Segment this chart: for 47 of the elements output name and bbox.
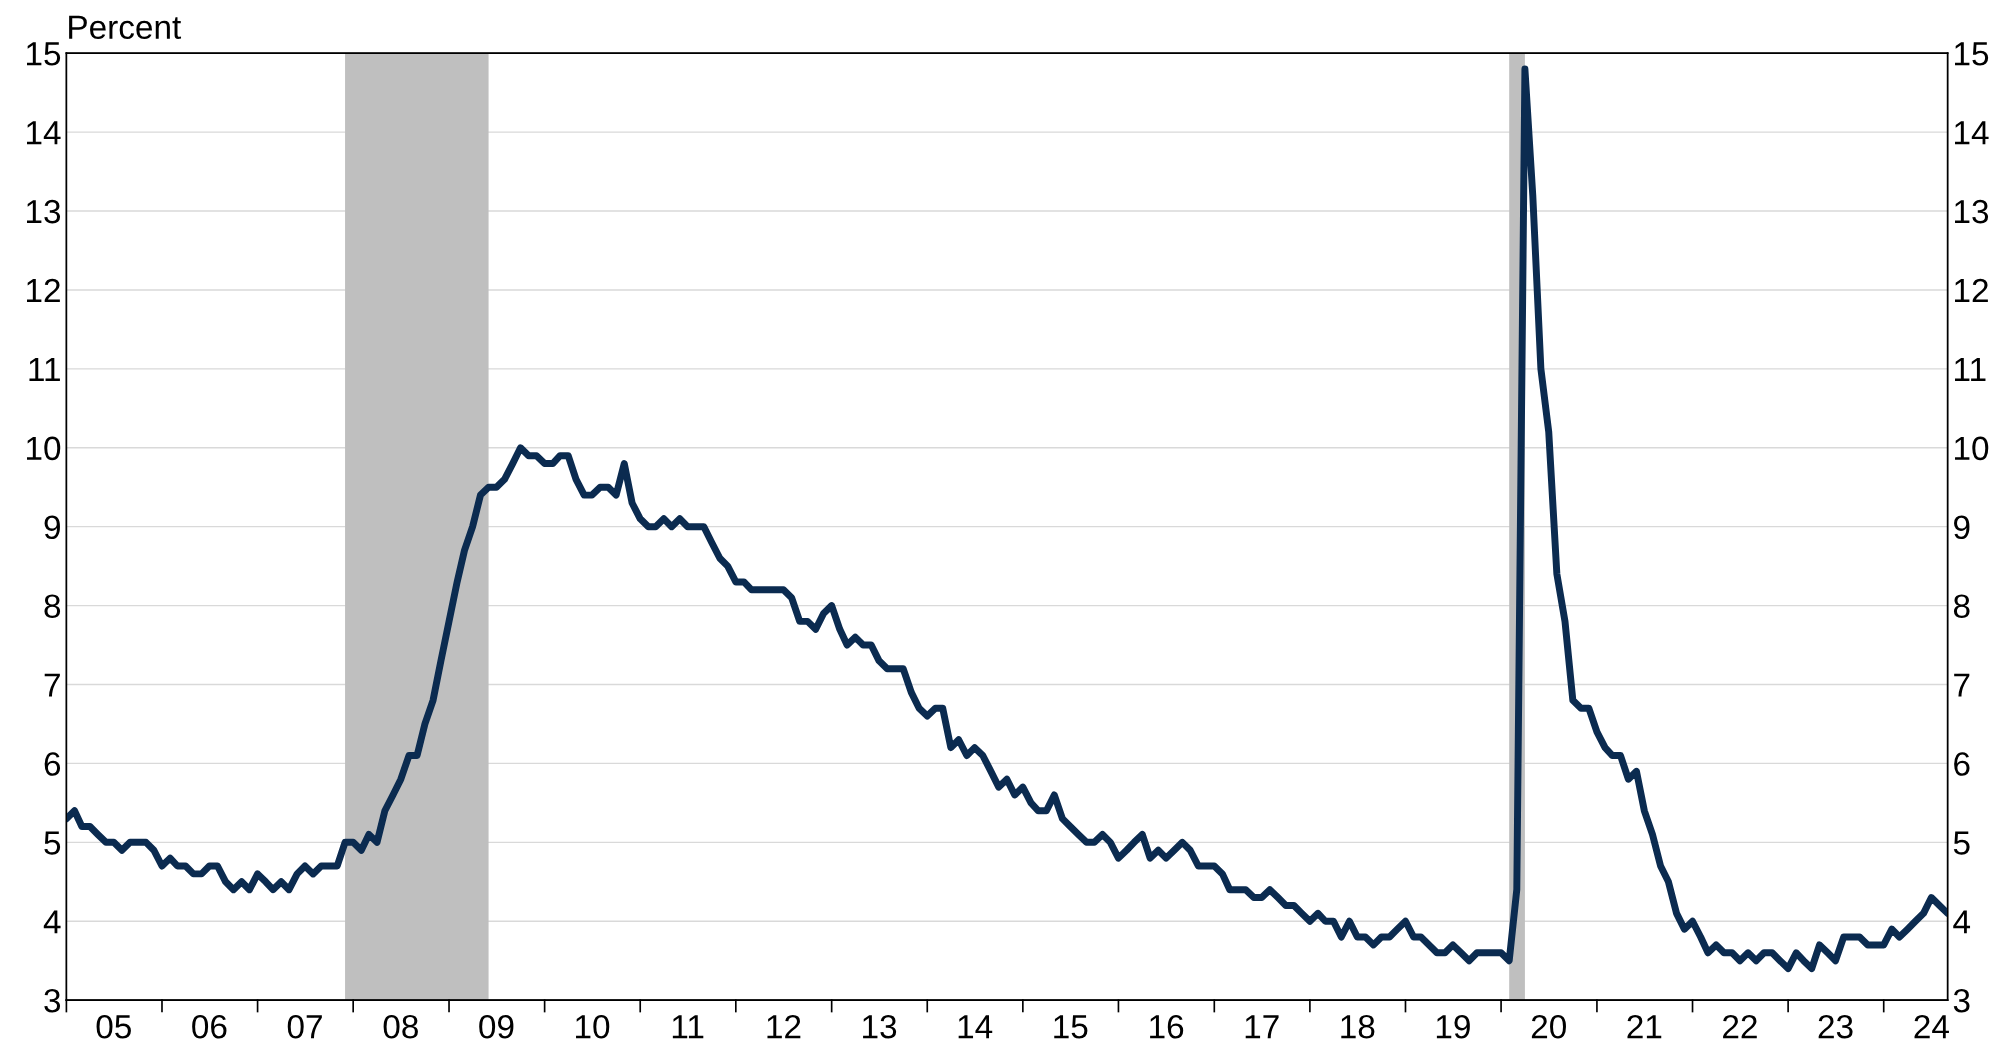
y-tick-label: 9 — [44, 515, 60, 540]
y-tick-label: 5 — [44, 831, 61, 855]
y2-tick-label: 6 — [1954, 752, 1970, 776]
x-tick-label: 19 — [1436, 1014, 1470, 1039]
x-tick-label: 07 — [287, 1014, 322, 1039]
x-tick-label: 13 — [863, 1014, 897, 1039]
x-tick-label: 24 — [1914, 1014, 1949, 1039]
x-tick-label: 15 — [1054, 1015, 1088, 1039]
y2-tick-label: 10 — [1955, 436, 1989, 461]
y-tick-label: 10 — [27, 436, 61, 461]
x-tick-label: 23 — [1818, 1014, 1853, 1039]
y2-tick-label: 8 — [1953, 594, 1970, 618]
y2-tick-label: 7 — [1954, 673, 1970, 697]
x-tick-label: 12 — [767, 1014, 801, 1039]
y2-tick-label: 14 — [1955, 121, 1989, 145]
x-tick-label: 05 — [96, 1014, 131, 1039]
x-tick-label: 11 — [672, 1015, 704, 1039]
x-tick-label: 08 — [383, 1014, 418, 1039]
y2-tick-label: 15 — [1955, 42, 1989, 66]
y2-tick-label: 12 — [1955, 278, 1988, 303]
y-tick-label: 12 — [27, 278, 60, 303]
x-tick-label: 21 — [1627, 1014, 1662, 1039]
x-tick-label: 14 — [958, 1015, 993, 1039]
y-tick-label: 15 — [27, 42, 61, 66]
y2-tick-label: 9 — [1954, 515, 1970, 540]
y2-tick-label: 5 — [1953, 831, 1970, 855]
y-axis-title: Percent — [69, 15, 182, 40]
y2-tick-label: 4 — [1953, 910, 1971, 934]
x-tick-label: 16 — [1150, 1014, 1184, 1039]
y-tick-label: 7 — [44, 673, 60, 697]
x-tick-label: 20 — [1531, 1014, 1566, 1039]
y-tick-label: 13 — [27, 199, 61, 224]
y-tick-label: 11 — [29, 358, 60, 381]
y-tick-label: 14 — [27, 121, 61, 145]
x-tick-label: 10 — [576, 1014, 610, 1039]
y-tick-label: 4 — [43, 910, 61, 934]
y2-tick-label: 13 — [1955, 199, 1989, 224]
x-tick-label: 06 — [192, 1014, 227, 1039]
y-tick-label: 6 — [44, 752, 61, 776]
x-tick-label: 17 — [1245, 1015, 1279, 1039]
x-tick-label: 18 — [1341, 1014, 1375, 1039]
y2-tick-label: 11 — [1955, 358, 1986, 381]
y-tick-label: 8 — [44, 594, 61, 618]
y2-tick-label: 3 — [1953, 988, 1970, 1013]
x-tick-label: 09 — [479, 1014, 514, 1039]
x-tick-label: 22 — [1723, 1014, 1757, 1039]
y-tick-label: 3 — [44, 988, 61, 1013]
